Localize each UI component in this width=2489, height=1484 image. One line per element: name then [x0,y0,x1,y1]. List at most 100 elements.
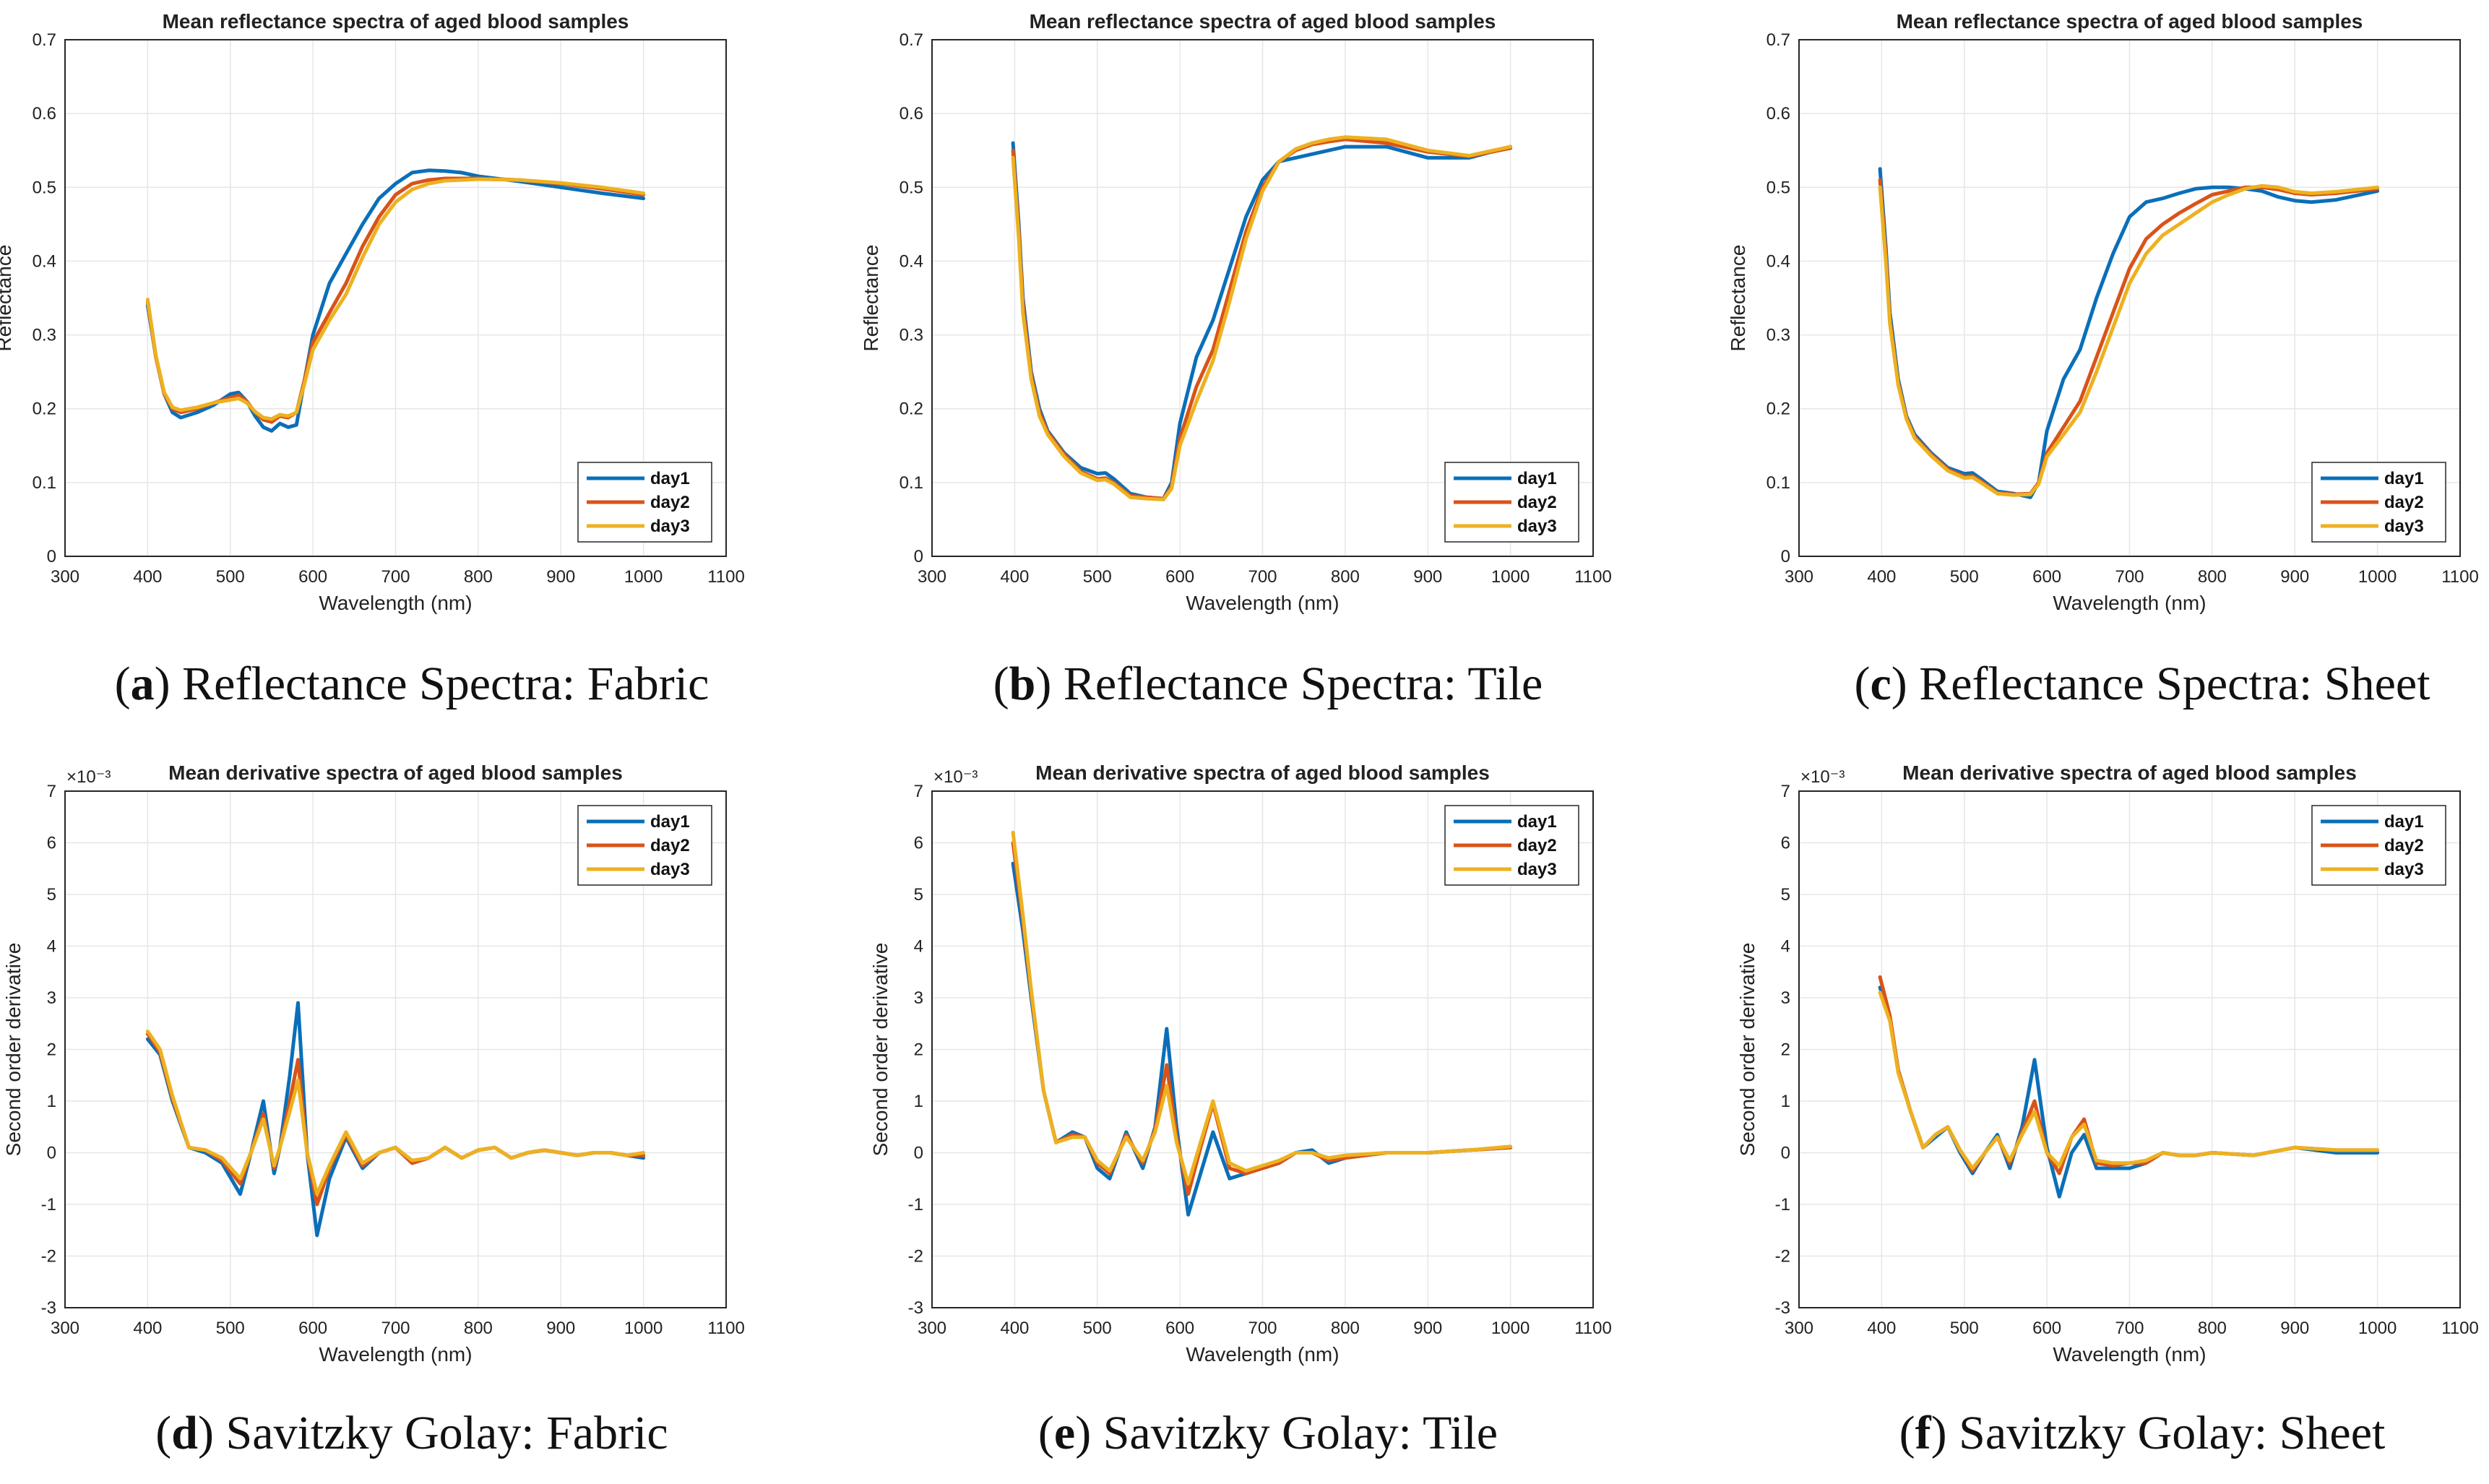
figure-caption: (e) Savitzky Golay: Tile [1038,1407,1498,1459]
y-tick-label: 0 [914,547,923,566]
legend: day1 day2 day3 [1444,805,1579,886]
caption-letter: d [171,1407,198,1459]
x-tick-label: 1000 [2358,1319,2397,1338]
x-tick-label: 600 [298,1319,327,1338]
chart-panel-c: 300 400 500 600 700 800 900 1000 1100 0 0.1 0.2 0.3 0… [1727,10,2479,710]
x-tick-label: 500 [1950,567,1979,587]
y-tick-label: 3 [47,988,56,1008]
y-tick-label: 0 [1781,1144,1790,1163]
x-tick-label: 600 [2032,567,2061,587]
legend: day1 day2 day3 [1444,462,1579,543]
y-tick-label: 6 [914,834,923,853]
y-tick-label: 0.6 [900,104,923,124]
legend: day1 day2 day3 [2311,462,2446,543]
x-tick-label: 1100 [1574,567,1612,587]
chart-title: Mean derivative spectra of aged blood sa… [1035,762,1490,784]
x-tick-label: 300 [51,567,79,587]
legend-label-day2: day2 [1517,493,1557,512]
x-axis-label: Wavelength (nm) [319,1343,472,1366]
x-tick-label: 1000 [624,1319,663,1338]
axes-frame [1798,39,2461,557]
y-tick-label: 0.3 [1767,326,1790,345]
y-tick-label: 0 [1781,547,1790,566]
legend-label-day2: day2 [2384,493,2424,512]
chart-title: Mean reflectance spectra of aged blood s… [163,10,629,33]
caption-letter: e [1054,1407,1075,1459]
y-axis-label: Reflectance [1727,245,1749,352]
caption-letter: c [1870,657,1891,710]
y-tick-label: 0.4 [900,251,923,271]
x-tick-label: 700 [1248,1319,1277,1338]
x-tick-label: 1100 [2441,567,2479,587]
y-tick-label: 0.1 [900,473,923,493]
y-tick-label: -2 [1775,1247,1790,1267]
legend-label-day1: day1 [1517,469,1557,488]
y-axis-label: Second order derivative [2,943,25,1157]
series-line-day3 [145,177,646,421]
x-tick-label: 400 [1000,1319,1029,1338]
legend-label-day1: day1 [2384,812,2424,832]
x-tick-label: 1000 [624,567,663,587]
y-axis-exponent: ×10⁻³ [933,767,978,787]
legend: day1 day2 day3 [577,462,712,543]
y-tick-label: 0 [47,1144,56,1163]
series-line-day3 [145,1030,646,1196]
y-tick-label: 0.5 [33,178,56,197]
figure-caption: (a) Reflectance Spectra: Fabric [115,657,709,710]
chart-title: Mean reflectance spectra of aged blood s… [1030,10,1496,33]
x-tick-label: 1000 [1491,567,1530,587]
x-tick-label: 900 [1413,1319,1442,1338]
x-tick-label: 800 [464,1319,493,1338]
x-tick-label: 500 [1083,567,1112,587]
x-tick-label: 1100 [707,1319,745,1338]
x-tick-label: 400 [1867,567,1896,587]
y-tick-label: 0 [47,547,56,566]
x-tick-label: 600 [1165,1319,1194,1338]
figure-caption: (d) Savitzky Golay: Fabric [155,1407,668,1459]
x-axis-label: Wavelength (nm) [1186,592,1339,614]
x-tick-label: 900 [2280,1319,2309,1338]
y-tick-label: -3 [1775,1298,1790,1318]
y-axis-exponent: ×10⁻³ [66,767,111,787]
x-tick-label: 700 [381,1319,410,1338]
x-tick-label: 400 [1867,1319,1896,1338]
y-tick-label: 2 [47,1040,56,1060]
x-tick-label: 800 [2198,567,2227,587]
legend-label-day2: day2 [1517,836,1557,855]
caption-letter: f [1915,1407,1932,1459]
caption-text: Savitzky Golay: Sheet [1959,1407,2385,1459]
x-tick-label: 800 [1331,567,1360,587]
y-tick-label: 0.1 [33,473,56,493]
series-line-day3 [1878,184,2380,497]
y-tick-label: 7 [914,782,923,801]
y-tick-label: 0.6 [1767,104,1790,124]
y-tick-label: 2 [914,1040,923,1060]
x-tick-label: 700 [2115,567,2144,587]
legend-label-day2: day2 [650,836,690,855]
x-tick-label: 300 [918,1319,946,1338]
x-tick-label: 500 [216,1319,245,1338]
series-line-day3 [1011,135,1513,501]
y-tick-label: -2 [41,1247,56,1267]
x-tick-label: 900 [546,1319,575,1338]
x-tick-label: 1100 [2441,1319,2479,1338]
series-line-day3 [1878,991,2380,1170]
y-axis-label: Reflectance [860,245,882,352]
axes-frame [64,39,727,557]
x-tick-label: 600 [1165,567,1194,587]
y-tick-label: 0.1 [1767,473,1790,493]
y-tick-label: 7 [47,782,56,801]
y-tick-label: 2 [1781,1040,1790,1060]
axes-frame [64,790,727,1308]
caption-text: Reflectance Spectra: Tile [1064,657,1543,710]
legend-label-day1: day1 [650,469,690,488]
x-axis-label: Wavelength (nm) [1186,1343,1339,1366]
x-tick-label: 300 [918,567,946,587]
legend-label-day3: day3 [2384,860,2424,879]
y-tick-label: 0.2 [1767,400,1790,419]
y-tick-label: -3 [908,1298,923,1318]
caption-text: Reflectance Spectra: Fabric [182,657,709,710]
y-tick-label: 4 [1781,937,1790,957]
chart-panel-d: 300 400 500 600 700 800 900 1000 1100 -3 -2 -1 0 1 2 3 4… [2,762,745,1459]
x-tick-label: 700 [1248,567,1277,587]
